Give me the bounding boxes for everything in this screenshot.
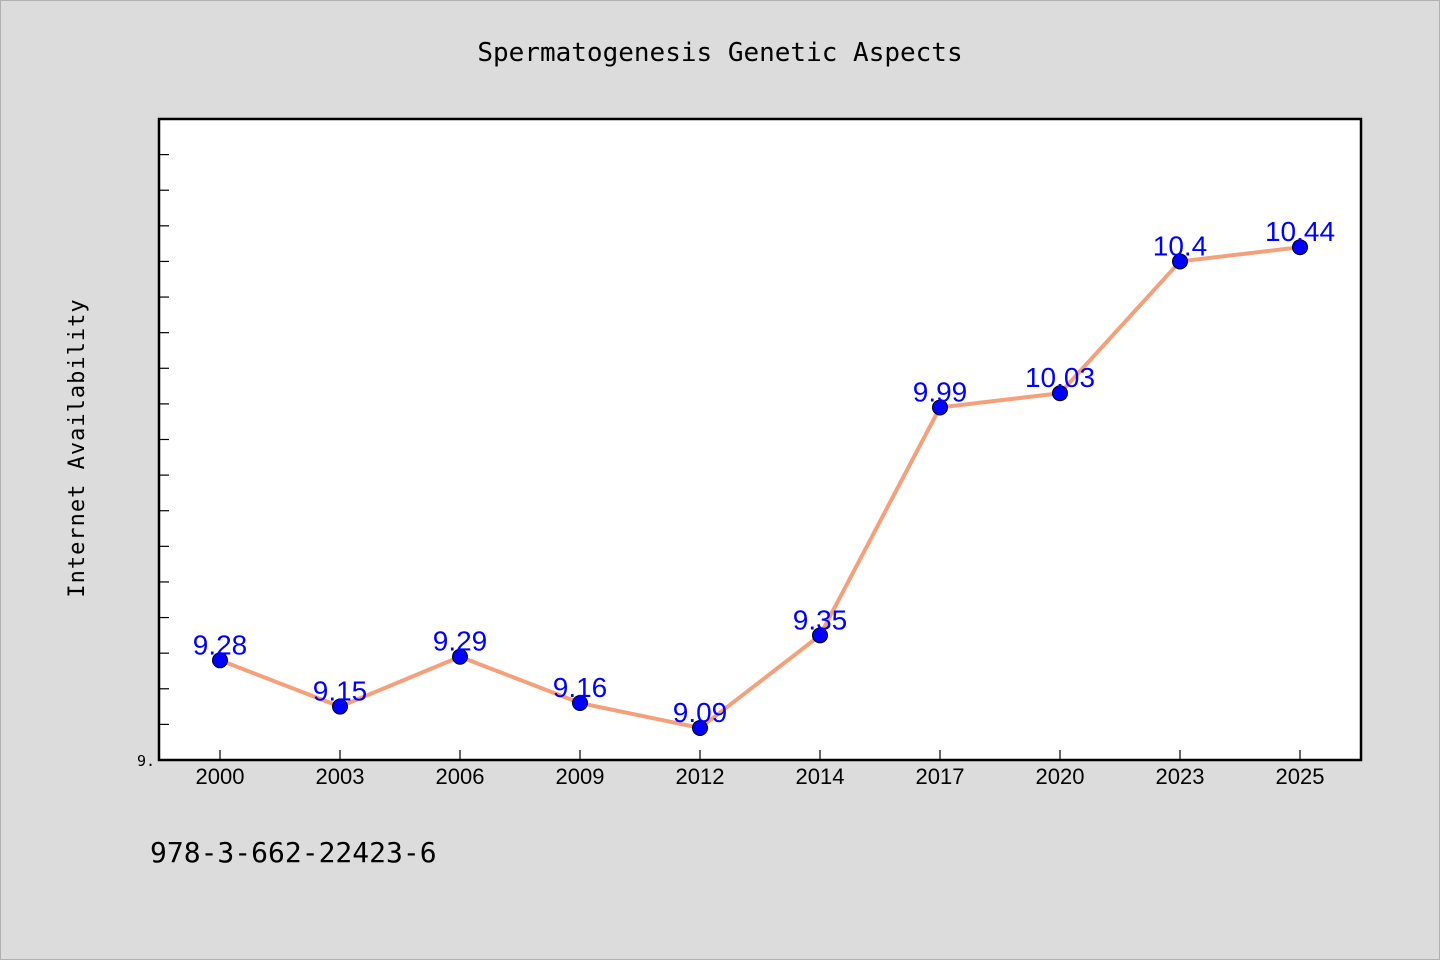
- data-labels: 9.28 9.15 9.29 9.16 9.09 9.35 9.99 10.03 10.4 10.…: [193, 216, 1335, 728]
- data-markers: [212, 239, 1308, 736]
- x-tick-label: 2000: [196, 764, 245, 789]
- data-point: [1052, 385, 1068, 402]
- data-label: 10.03: [1025, 362, 1095, 393]
- data-point: [212, 652, 228, 669]
- data-point: [1292, 239, 1308, 256]
- data-point: [932, 399, 948, 416]
- x-tick-label: 2012: [676, 764, 725, 789]
- data-label: 9.15: [313, 676, 368, 707]
- x-tick-label: 2025: [1276, 764, 1325, 789]
- x-tick-label: 2003: [316, 764, 365, 789]
- data-point: [1172, 253, 1188, 270]
- data-label: 9.09: [673, 697, 728, 728]
- data-point: [692, 719, 708, 736]
- data-point: [332, 698, 348, 715]
- chart-title: Spermatogenesis Genetic Aspects: [477, 38, 962, 68]
- x-tick-label: 2017: [916, 764, 965, 789]
- plot-area: [157, 117, 1363, 762]
- x-axis-tick-labels: 2000 2003 2006 2009 2012 2014 2017 2020 2023 2025: [196, 764, 1325, 789]
- x-tick-label: 2006: [436, 764, 485, 789]
- data-label: 10.4: [1153, 230, 1208, 261]
- x-tick-label: 2009: [556, 764, 605, 789]
- y-axis-label: Internet Availability: [65, 298, 90, 597]
- data-point: [572, 695, 588, 712]
- x-tick-label: 2020: [1036, 764, 1085, 789]
- data-label: 9.35: [793, 604, 848, 635]
- data-point: [452, 648, 468, 665]
- data-label: 9.16: [553, 672, 608, 703]
- y-axis-ticks: [159, 154, 169, 725]
- x-tick-label: 2023: [1156, 764, 1205, 789]
- series-line: [219, 245, 1301, 730]
- data-label: 9.28: [193, 629, 248, 660]
- y-tick-label: 9.: [137, 752, 155, 770]
- data-point: [812, 627, 828, 644]
- data-label: 9.99: [913, 376, 968, 407]
- x-axis-ticks: [219, 750, 1301, 760]
- isbn-text: 978-3-662-22423-6: [150, 836, 437, 869]
- data-label: 10.44: [1265, 216, 1335, 247]
- data-label: 9.29: [433, 626, 488, 657]
- x-tick-label: 2014: [796, 764, 845, 789]
